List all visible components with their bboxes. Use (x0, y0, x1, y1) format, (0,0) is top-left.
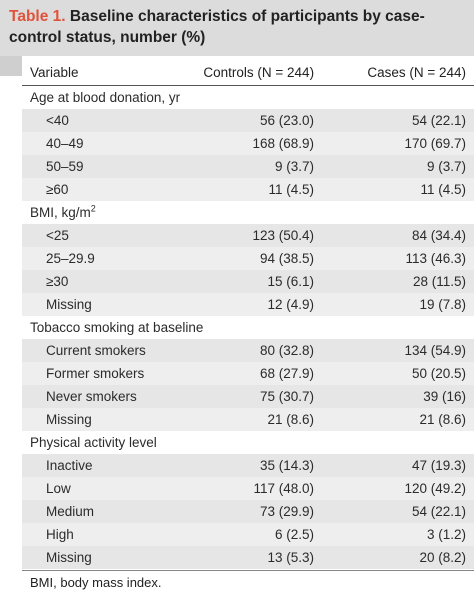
table-title: Baseline characteristics of participants… (9, 8, 425, 46)
section-title-text: Age at blood donation, yr (30, 90, 181, 105)
section-header-row: Age at blood donation, yr (22, 85, 474, 109)
header-row: Variable Controls (N = 244) Cases (N = 2… (22, 60, 474, 86)
cases-value: 84 (34.4) (344, 224, 474, 247)
cases-value: 9 (3.7) (344, 155, 474, 178)
section-title-text: BMI, kg/m (30, 205, 91, 220)
row-label: ≥60 (22, 178, 173, 201)
cases-value: 21 (8.6) (344, 408, 474, 431)
row-label: <25 (22, 224, 173, 247)
table-row: Medium 73 (29.9) 54 (22.1) (22, 500, 474, 523)
controls-value: 73 (29.9) (172, 500, 345, 523)
row-label: Former smokers (22, 362, 173, 385)
table-row: 40–49 168 (68.9) 170 (69.7) (22, 132, 474, 155)
controls-value: 9 (3.7) (172, 155, 345, 178)
table-row: Never smokers 75 (30.7) 39 (16) (22, 385, 474, 408)
table-row: High 6 (2.5) 3 (1.2) (22, 523, 474, 546)
table-row: Missing 21 (8.6) 21 (8.6) (22, 408, 474, 431)
controls-value: 15 (6.1) (172, 270, 345, 293)
section-title-text: Tobacco smoking at baseline (30, 320, 204, 335)
section-title: Tobacco smoking at baseline (22, 316, 474, 339)
row-label: 50–59 (22, 155, 173, 178)
column-header-controls: Controls (N = 244) (172, 60, 345, 86)
cases-value: 19 (7.8) (344, 293, 474, 316)
section-title: Age at blood donation, yr (22, 85, 474, 109)
table-row: 25–29.9 94 (38.5) 113 (46.3) (22, 247, 474, 270)
column-header-cases: Cases (N = 244) (344, 60, 474, 86)
section-header-row: Tobacco smoking at baseline (22, 316, 474, 339)
controls-value: 21 (8.6) (172, 408, 345, 431)
controls-value: 94 (38.5) (172, 247, 345, 270)
table-row: ≥60 11 (4.5) 11 (4.5) (22, 178, 474, 201)
cases-value: 134 (54.9) (344, 339, 474, 362)
section-title-text: Physical activity level (30, 435, 157, 450)
row-label: <40 (22, 109, 173, 132)
characteristics-table: Variable Controls (N = 244) Cases (N = 2… (22, 60, 474, 569)
table-row: Missing 13 (5.3) 20 (8.2) (22, 546, 474, 569)
row-label: 25–29.9 (22, 247, 173, 270)
controls-value: 117 (48.0) (172, 477, 345, 500)
row-label: High (22, 523, 173, 546)
cases-value: 170 (69.7) (344, 132, 474, 155)
cases-value: 39 (16) (344, 385, 474, 408)
controls-value: 168 (68.9) (172, 132, 345, 155)
table-body: Age at blood donation, yr <40 56 (23.0) 54 … (22, 85, 474, 569)
section-header-row: BMI, kg/m2 (22, 201, 474, 224)
cases-value: 20 (8.2) (344, 546, 474, 569)
cases-value: 3 (1.2) (344, 523, 474, 546)
controls-value: 123 (50.4) (172, 224, 345, 247)
row-label: Low (22, 477, 173, 500)
table-row: 50–59 9 (3.7) 9 (3.7) (22, 155, 474, 178)
table-row: Current smokers 80 (32.8) 134 (54.9) (22, 339, 474, 362)
decorative-bar (0, 56, 22, 76)
row-label: Missing (22, 546, 173, 569)
table-caption: Table 1. Baseline characteristics of par… (9, 6, 469, 48)
cases-value: 28 (11.5) (344, 270, 474, 293)
controls-value: 75 (30.7) (172, 385, 345, 408)
row-label: 40–49 (22, 132, 173, 155)
column-header-variable: Variable (22, 60, 173, 86)
section-title: BMI, kg/m2 (22, 201, 474, 224)
table-row: Low 117 (48.0) 120 (49.2) (22, 477, 474, 500)
cases-value: 120 (49.2) (344, 477, 474, 500)
table-row: Inactive 35 (14.3) 47 (19.3) (22, 454, 474, 477)
cases-value: 113 (46.3) (344, 247, 474, 270)
cases-value: 50 (20.5) (344, 362, 474, 385)
cases-value: 54 (22.1) (344, 109, 474, 132)
controls-value: 56 (23.0) (172, 109, 345, 132)
section-title-superscript: 2 (90, 203, 96, 214)
table-row: Former smokers 68 (27.9) 50 (20.5) (22, 362, 474, 385)
cases-value: 47 (19.3) (344, 454, 474, 477)
table-row: Missing 12 (4.9) 19 (7.8) (22, 293, 474, 316)
controls-value: 12 (4.9) (172, 293, 345, 316)
row-label: Medium (22, 500, 173, 523)
table-label: Table 1. (9, 8, 66, 25)
cases-value: 11 (4.5) (344, 178, 474, 201)
controls-value: 35 (14.3) (172, 454, 345, 477)
controls-value: 68 (27.9) (172, 362, 345, 385)
section-header-row: Physical activity level (22, 431, 474, 454)
row-label: Never smokers (22, 385, 173, 408)
row-label: Missing (22, 293, 173, 316)
cases-value: 54 (22.1) (344, 500, 474, 523)
row-label: Current smokers (22, 339, 173, 362)
controls-value: 13 (5.3) (172, 546, 345, 569)
controls-value: 80 (32.8) (172, 339, 345, 362)
table-footnote: BMI, body mass index. (22, 570, 474, 590)
row-label: ≥30 (22, 270, 173, 293)
table-row: <40 56 (23.0) 54 (22.1) (22, 109, 474, 132)
controls-value: 11 (4.5) (172, 178, 345, 201)
row-label: Inactive (22, 454, 173, 477)
controls-value: 6 (2.5) (172, 523, 345, 546)
table-row: <25 123 (50.4) 84 (34.4) (22, 224, 474, 247)
caption-band (0, 0, 474, 56)
row-label: Missing (22, 408, 173, 431)
table-row: ≥30 15 (6.1) 28 (11.5) (22, 270, 474, 293)
section-title: Physical activity level (22, 431, 474, 454)
